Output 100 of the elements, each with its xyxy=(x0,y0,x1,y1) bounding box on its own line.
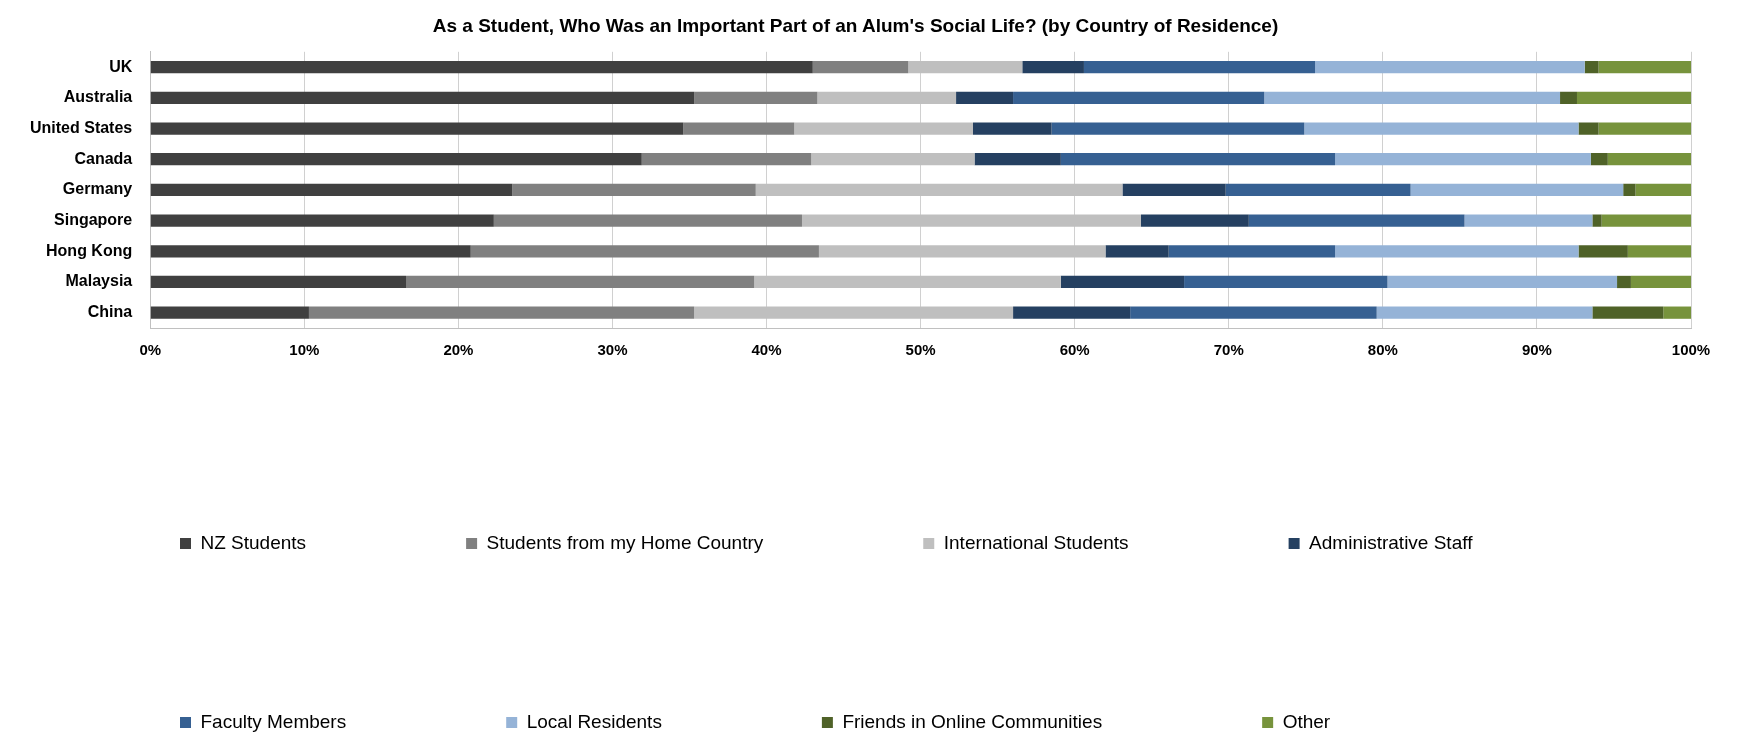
bar xyxy=(1315,61,1585,74)
bar xyxy=(1022,61,1084,74)
bar xyxy=(818,245,1106,258)
x-tick-label: 20% xyxy=(443,341,474,359)
bar xyxy=(1663,306,1691,319)
y-tick-label: Germany xyxy=(62,180,133,198)
bar xyxy=(150,306,309,319)
bar xyxy=(150,245,471,258)
bar xyxy=(1083,61,1316,74)
legend-label: Local Residents xyxy=(526,710,662,732)
y-tick-label: Australia xyxy=(63,88,133,106)
bar xyxy=(1410,183,1624,197)
bar xyxy=(150,183,513,197)
bar xyxy=(150,91,695,104)
bar xyxy=(150,122,684,135)
bar xyxy=(1304,122,1579,135)
legend-label: International Students xyxy=(943,531,1129,553)
y-tick-label: UK xyxy=(109,57,133,75)
bar xyxy=(1335,153,1591,166)
bar xyxy=(1627,245,1691,258)
bar xyxy=(908,61,1023,74)
bar xyxy=(470,245,819,258)
bar xyxy=(974,153,1061,166)
y-tick-label: Canada xyxy=(74,149,133,167)
bar xyxy=(1060,153,1336,166)
chart-title: As a Student, Who Was an Important Part of an Alum's Social Life? (by Country of Residence) xyxy=(432,14,1279,36)
bar xyxy=(1560,91,1577,104)
x-tick-label: 40% xyxy=(751,341,782,359)
x-tick-label: 90% xyxy=(1521,341,1552,359)
x-tick-label: 100% xyxy=(1671,341,1711,359)
bar xyxy=(1464,214,1593,227)
bar xyxy=(512,183,756,197)
legend-label: NZ Students xyxy=(200,531,307,553)
bar xyxy=(812,61,909,74)
bar xyxy=(1590,153,1608,166)
bar xyxy=(973,122,1052,135)
bar xyxy=(150,275,407,289)
bar xyxy=(755,183,1123,197)
bar xyxy=(683,122,795,135)
x-tick-label: 80% xyxy=(1367,341,1398,359)
bar xyxy=(694,91,818,104)
bar xyxy=(1576,91,1691,104)
bar xyxy=(1248,214,1465,227)
bar xyxy=(1060,275,1185,289)
legend-label: Other xyxy=(1282,710,1331,732)
bar xyxy=(1122,183,1226,197)
bar xyxy=(1592,306,1664,319)
x-tick-label: 10% xyxy=(289,341,320,359)
bar xyxy=(641,153,812,166)
legend-label: Students from my Home Country xyxy=(486,531,764,553)
bar xyxy=(1598,122,1691,135)
y-tick-label: Hong Kong xyxy=(46,241,133,259)
bar xyxy=(1264,91,1561,104)
bar xyxy=(1013,306,1131,319)
bar xyxy=(1578,122,1599,135)
bar xyxy=(956,91,1014,104)
bar xyxy=(493,214,802,227)
bar xyxy=(150,153,642,166)
bar xyxy=(1635,183,1691,197)
bar xyxy=(1630,275,1691,289)
bar xyxy=(811,153,975,166)
bar xyxy=(1051,122,1305,135)
bar xyxy=(406,275,755,289)
bar xyxy=(1592,214,1602,227)
bar xyxy=(817,91,957,104)
bar xyxy=(150,214,494,227)
bar xyxy=(1225,183,1411,197)
bar xyxy=(1617,275,1631,289)
y-tick-label: Singapore xyxy=(54,211,133,228)
bar xyxy=(308,306,695,319)
bar xyxy=(1578,245,1628,258)
bar xyxy=(1387,275,1618,289)
bar xyxy=(1607,153,1691,166)
bar xyxy=(754,275,1061,289)
bar xyxy=(1598,61,1691,74)
bar xyxy=(1376,306,1593,319)
bar xyxy=(1105,245,1169,258)
x-tick-label: 70% xyxy=(1213,341,1244,359)
y-tick-label: China xyxy=(87,303,133,321)
bar xyxy=(801,214,1141,227)
bar xyxy=(1140,214,1249,227)
bar xyxy=(150,61,813,74)
bar xyxy=(1184,275,1388,289)
x-tick-label: 60% xyxy=(1059,341,1090,359)
x-tick-label: 0% xyxy=(139,341,162,359)
legend-label: Faculty Members xyxy=(200,710,347,732)
bar xyxy=(694,306,1014,319)
legend-label: Administrative Staff xyxy=(1309,531,1474,553)
bar xyxy=(1623,183,1636,197)
legend-label: Friends in Online Communities xyxy=(842,710,1103,732)
bar xyxy=(1601,214,1691,227)
bar xyxy=(1130,306,1377,319)
bar xyxy=(1335,245,1579,258)
bar xyxy=(794,122,974,135)
x-tick-label: 50% xyxy=(905,341,936,359)
bar xyxy=(1168,245,1336,258)
bar xyxy=(1013,91,1265,104)
bar xyxy=(1584,61,1599,74)
y-tick-label: United States xyxy=(29,118,133,136)
y-tick-label: Malaysia xyxy=(65,272,133,290)
